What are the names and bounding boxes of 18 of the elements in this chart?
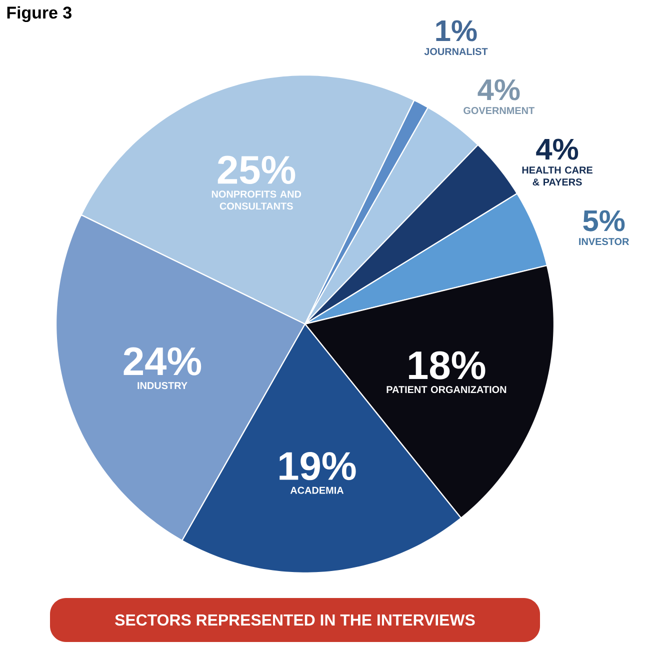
data-label: 25% [218, 156, 296, 184]
data-label: 5% [583, 210, 625, 232]
slice-label: INVESTOR [579, 238, 630, 246]
slice-label: GOVERNMENT [464, 107, 534, 114]
data-label: 18% [409, 351, 486, 380]
data-label: 19% [280, 452, 356, 480]
text: SECTORS REPRESENTED IN THE INTERVIEWS [115, 614, 475, 626]
slice-label: JOURNALIST [424, 48, 488, 56]
data-label: 4% [536, 138, 578, 160]
data-label: 4% [478, 79, 520, 100]
slice-label: ACADEMIA [290, 486, 344, 494]
slice-label: INDUSTRY [138, 382, 188, 390]
slice-label: PATIENT ORGANIZATION [386, 386, 506, 394]
chart-title: Figure 3 [7, 6, 72, 22]
slice-label: NONPROFITS AND CONSULTANTS [212, 190, 302, 210]
data-label: 1% [436, 20, 477, 42]
slice-label: HEALTH CARE & PAYERS [522, 166, 592, 186]
data-label: 24% [124, 347, 202, 376]
